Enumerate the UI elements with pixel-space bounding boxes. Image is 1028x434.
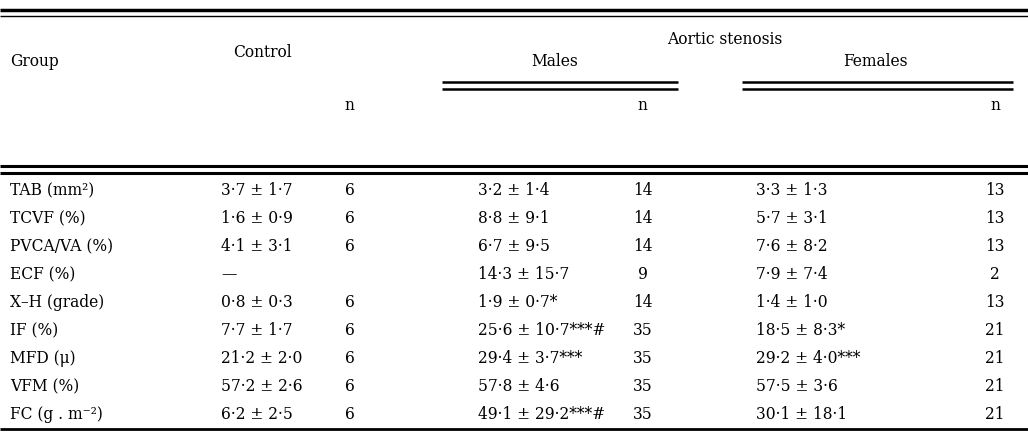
Text: n: n <box>990 97 1000 115</box>
Text: 29·2 ± 4·0***: 29·2 ± 4·0*** <box>756 350 860 367</box>
Text: 7·7 ± 1·7: 7·7 ± 1·7 <box>221 322 293 339</box>
Text: 6: 6 <box>344 182 355 200</box>
Text: 57·8 ± 4·6: 57·8 ± 4·6 <box>478 378 559 395</box>
Text: 7·9 ± 7·4: 7·9 ± 7·4 <box>756 266 828 283</box>
Text: 3·2 ± 1·4: 3·2 ± 1·4 <box>478 182 550 200</box>
Text: 29·4 ± 3·7***: 29·4 ± 3·7*** <box>478 350 582 367</box>
Text: VFM (%): VFM (%) <box>10 378 79 395</box>
Text: TCVF (%): TCVF (%) <box>10 210 86 227</box>
Text: 6·7 ± 9·5: 6·7 ± 9·5 <box>478 238 550 255</box>
Text: FC (g . m⁻²): FC (g . m⁻²) <box>10 406 103 423</box>
Text: 1·9 ± 0·7*: 1·9 ± 0·7* <box>478 294 557 311</box>
Text: n: n <box>344 97 355 115</box>
Text: 2: 2 <box>990 266 1000 283</box>
Text: Group: Group <box>10 53 59 70</box>
Text: 13: 13 <box>986 182 1004 200</box>
Text: 1·4 ± 1·0: 1·4 ± 1·0 <box>756 294 828 311</box>
Text: 49·1 ± 29·2***#: 49·1 ± 29·2***# <box>478 406 605 423</box>
Text: 30·1 ± 18·1: 30·1 ± 18·1 <box>756 406 847 423</box>
Text: 5·7 ± 3·1: 5·7 ± 3·1 <box>756 210 828 227</box>
Text: 1·6 ± 0·9: 1·6 ± 0·9 <box>221 210 293 227</box>
Text: 13: 13 <box>986 210 1004 227</box>
Text: 57·5 ± 3·6: 57·5 ± 3·6 <box>756 378 838 395</box>
Text: 21: 21 <box>986 350 1004 367</box>
Text: 18·5 ± 8·3*: 18·5 ± 8·3* <box>756 322 845 339</box>
Text: ECF (%): ECF (%) <box>10 266 76 283</box>
Text: TAB (mm²): TAB (mm²) <box>10 182 95 200</box>
Text: 21·2 ± 2·0: 21·2 ± 2·0 <box>221 350 302 367</box>
Text: 13: 13 <box>986 294 1004 311</box>
Text: X–H (grade): X–H (grade) <box>10 294 105 311</box>
Text: 14: 14 <box>633 294 652 311</box>
Text: 4·1 ± 3·1: 4·1 ± 3·1 <box>221 238 293 255</box>
Text: n: n <box>637 97 648 115</box>
Text: Males: Males <box>531 53 579 70</box>
Text: 6: 6 <box>344 294 355 311</box>
Text: 57·2 ± 2·6: 57·2 ± 2·6 <box>221 378 302 395</box>
Text: 8·8 ± 9·1: 8·8 ± 9·1 <box>478 210 550 227</box>
Text: 35: 35 <box>632 406 653 423</box>
Text: 35: 35 <box>632 322 653 339</box>
Text: PVCA/VA (%): PVCA/VA (%) <box>10 238 113 255</box>
Text: 9: 9 <box>637 266 648 283</box>
Text: 6: 6 <box>344 378 355 395</box>
Text: 6: 6 <box>344 322 355 339</box>
Text: 6: 6 <box>344 350 355 367</box>
Text: 21: 21 <box>986 406 1004 423</box>
Text: 6: 6 <box>344 238 355 255</box>
Text: 14: 14 <box>633 182 652 200</box>
Text: 0·8 ± 0·3: 0·8 ± 0·3 <box>221 294 293 311</box>
Text: 14: 14 <box>633 210 652 227</box>
Text: Aortic stenosis: Aortic stenosis <box>667 30 782 48</box>
Text: 3·3 ± 1·3: 3·3 ± 1·3 <box>756 182 828 200</box>
Text: 7·6 ± 8·2: 7·6 ± 8·2 <box>756 238 828 255</box>
Text: 3·7 ± 1·7: 3·7 ± 1·7 <box>221 182 293 200</box>
Text: 25·6 ± 10·7***#: 25·6 ± 10·7***# <box>478 322 605 339</box>
Text: Control: Control <box>232 43 292 61</box>
Text: 35: 35 <box>632 378 653 395</box>
Text: —: — <box>221 266 236 283</box>
Text: 21: 21 <box>986 322 1004 339</box>
Text: IF (%): IF (%) <box>10 322 59 339</box>
Text: 21: 21 <box>986 378 1004 395</box>
Text: 14: 14 <box>633 238 652 255</box>
Text: 6·2 ± 2·5: 6·2 ± 2·5 <box>221 406 293 423</box>
Text: 35: 35 <box>632 350 653 367</box>
Text: 6: 6 <box>344 210 355 227</box>
Text: Females: Females <box>844 53 908 70</box>
Text: 6: 6 <box>344 406 355 423</box>
Text: 14·3 ± 15·7: 14·3 ± 15·7 <box>478 266 570 283</box>
Text: 13: 13 <box>986 238 1004 255</box>
Text: MFD (μ): MFD (μ) <box>10 350 76 367</box>
